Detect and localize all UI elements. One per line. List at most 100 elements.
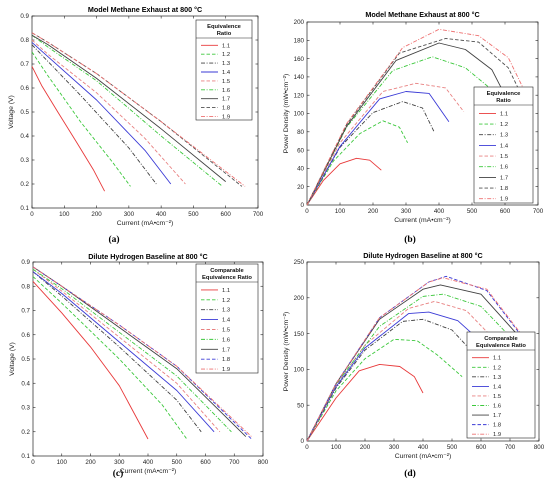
- legend-entry: 1.6: [222, 337, 230, 343]
- x-tick-label: 500: [447, 444, 458, 451]
- series-line-1.5: [31, 39, 186, 185]
- series-line-1.5: [306, 82, 465, 206]
- x-tick-label: 0: [31, 459, 35, 466]
- legend-entry: 1.9: [222, 367, 230, 373]
- panel-label: (a): [108, 234, 119, 245]
- series-line-1.8: [32, 266, 252, 440]
- y-tick-label: 250: [294, 259, 305, 266]
- legend-entry: 1.8: [493, 423, 501, 429]
- y-tick-label: 140: [294, 74, 305, 81]
- y-tick-label: 0.6: [21, 332, 30, 339]
- y-tick-label: 100: [294, 111, 305, 118]
- legend: Comparable Equivalence Ratio 1.1 1.2 1.3 1.4 1…: [195, 263, 259, 374]
- series-line-1.6: [32, 268, 232, 433]
- y-tick-label: 0: [301, 438, 305, 445]
- x-tick-label: 600: [476, 444, 487, 451]
- y-tick-label: 0.3: [21, 405, 30, 412]
- x-axis-label: Current (mA•cm⁻²): [394, 217, 451, 224]
- y-tick-label: 150: [294, 331, 305, 338]
- y-tick-label: 20: [297, 184, 304, 191]
- legend-entry: 1.7: [500, 175, 508, 181]
- series-line-1.3: [306, 318, 477, 442]
- x-tick-label: 100: [59, 211, 70, 218]
- y-tick-label: 0.2: [21, 429, 30, 436]
- legend-box: [466, 331, 536, 439]
- chart-title: Model Methane Exhaust at 800 °C: [88, 5, 202, 14]
- legend-entry: 1.2: [222, 52, 230, 58]
- legend-entry: 1.1: [500, 111, 508, 117]
- legend: Equivalence Ratio 1.1 1.2 1.3 1.4 1.5 1.6 1.7 1.8…: [195, 19, 253, 121]
- x-tick-label: 300: [401, 208, 412, 215]
- legend-entry: 1.6: [493, 404, 501, 410]
- legend-entry: 1.8: [222, 106, 230, 112]
- legend-title: Equivalence Ratio: [207, 24, 242, 37]
- y-tick-label: 0.3: [20, 157, 29, 164]
- series-line-1.9: [32, 266, 252, 437]
- chart-panel-1: Model Methane Exhaust at 800 °C 0 100 200 30…: [8, 5, 264, 245]
- series-line-1.4: [31, 42, 172, 185]
- series-line-1.7: [31, 34, 226, 182]
- x-tick-label: 600: [200, 459, 211, 466]
- y-tick-label: 0.1: [21, 453, 30, 460]
- x-tick-label: 0: [30, 211, 34, 218]
- y-tick-label: 0.5: [20, 109, 29, 116]
- y-tick-label: 0.9: [21, 259, 30, 266]
- legend-box: [195, 19, 253, 121]
- legend-entry: 1.9: [222, 114, 230, 120]
- y-axis-label: Voltage (V): [9, 342, 16, 376]
- legend-entry: 1.8: [222, 357, 230, 363]
- y-tick-label: 180: [294, 38, 305, 45]
- x-tick-label: 500: [172, 459, 183, 466]
- y-tick-label: 0.2: [20, 181, 29, 188]
- panel-label: (d): [404, 468, 416, 479]
- legend-entry: 1.5: [222, 79, 230, 85]
- legend-entry: 1.1: [222, 288, 230, 294]
- y-axis-label: Power Density (mW•cm⁻²): [283, 74, 290, 154]
- legend-entry: 1.9: [493, 432, 501, 438]
- series-line-1.5: [306, 300, 496, 442]
- x-tick-label: 400: [418, 444, 429, 451]
- legend-title: Comparable Equivalence Ratio: [476, 336, 526, 349]
- y-tick-label: 0.6: [20, 85, 29, 92]
- legend-entry: 1.5: [500, 154, 508, 160]
- series-line-1.1: [306, 363, 424, 442]
- y-tick-label: 0.1: [20, 205, 29, 212]
- legend-entry: 1.3: [500, 133, 508, 139]
- y-tick-label: 200: [294, 295, 305, 302]
- legend-entry: 1.1: [493, 356, 501, 362]
- legend-entry: 1.6: [500, 165, 508, 171]
- y-tick-label: 0.5: [21, 356, 30, 363]
- y-tick-label: 0.9: [20, 13, 29, 20]
- y-tick-label: 0: [301, 202, 305, 209]
- series-line-1.6: [31, 34, 223, 187]
- x-tick-label: 300: [114, 459, 125, 466]
- x-tick-label: 300: [124, 211, 135, 218]
- series-line-1.8: [306, 275, 528, 442]
- x-axis-label: Current (mA•cm⁻²): [120, 468, 177, 475]
- chart-title: Dilute Hydrogen Baseline at 800 °C: [88, 252, 208, 261]
- legend-title: Comparable Equivalence Ratio: [202, 268, 252, 281]
- x-tick-label: 100: [331, 444, 342, 451]
- series-line-1.7: [306, 284, 522, 442]
- legend-entry: 1.4: [222, 318, 231, 324]
- legend: Equivalence Ratio 1.1 1.2 1.3 1.4 1.5 1.6 1.7 1.8…: [473, 86, 534, 204]
- series-line-1.9: [306, 28, 526, 206]
- series-line-1.2: [306, 338, 463, 442]
- legend-entry: 1.1: [222, 43, 230, 49]
- y-tick-label: 120: [294, 92, 305, 99]
- series-line-1.3: [32, 271, 202, 433]
- series-line-1.9: [31, 32, 246, 187]
- legend-entry: 1.7: [222, 97, 230, 103]
- x-tick-label: 200: [85, 459, 96, 466]
- x-tick-label: 500: [467, 208, 478, 215]
- legend-entry: 1.2: [500, 122, 508, 128]
- legend-entry: 1.5: [222, 327, 230, 333]
- series-line-1.4: [32, 271, 215, 433]
- legend-entry: 1.2: [222, 298, 230, 304]
- x-tick-label: 400: [143, 459, 154, 466]
- x-tick-label: 100: [57, 459, 68, 466]
- legend-entry: 1.7: [493, 413, 501, 419]
- x-tick-label: 200: [360, 444, 371, 451]
- series-line-1.8: [31, 32, 243, 187]
